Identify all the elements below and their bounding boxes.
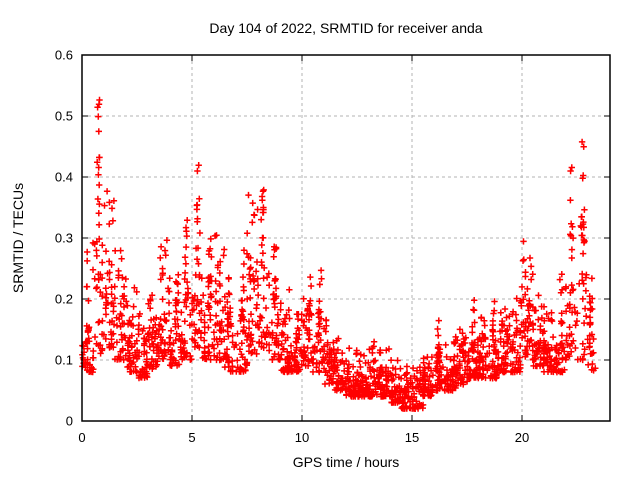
x-tick-label: 5 bbox=[188, 430, 195, 445]
x-tick-label: 10 bbox=[295, 430, 309, 445]
y-tick-label: 0.2 bbox=[55, 292, 73, 307]
y-tick-label: 0.4 bbox=[55, 170, 73, 185]
x-tick-label: 0 bbox=[78, 430, 85, 445]
scatter-points bbox=[79, 96, 599, 412]
x-axis-title: GPS time / hours bbox=[292, 454, 400, 470]
y-tick-label: 0.1 bbox=[55, 353, 73, 368]
y-tick-label: 0.6 bbox=[55, 48, 73, 63]
x-tick-label: 15 bbox=[405, 430, 419, 445]
plot-border bbox=[81, 54, 611, 422]
x-tick-label: 20 bbox=[515, 430, 529, 445]
y-tick-label: 0 bbox=[66, 414, 73, 429]
chart-title: Day 104 of 2022, SRMTID for receiver and… bbox=[209, 20, 483, 36]
y-tick-label: 0.3 bbox=[55, 231, 73, 246]
y-tick-label: 0.5 bbox=[55, 109, 73, 124]
